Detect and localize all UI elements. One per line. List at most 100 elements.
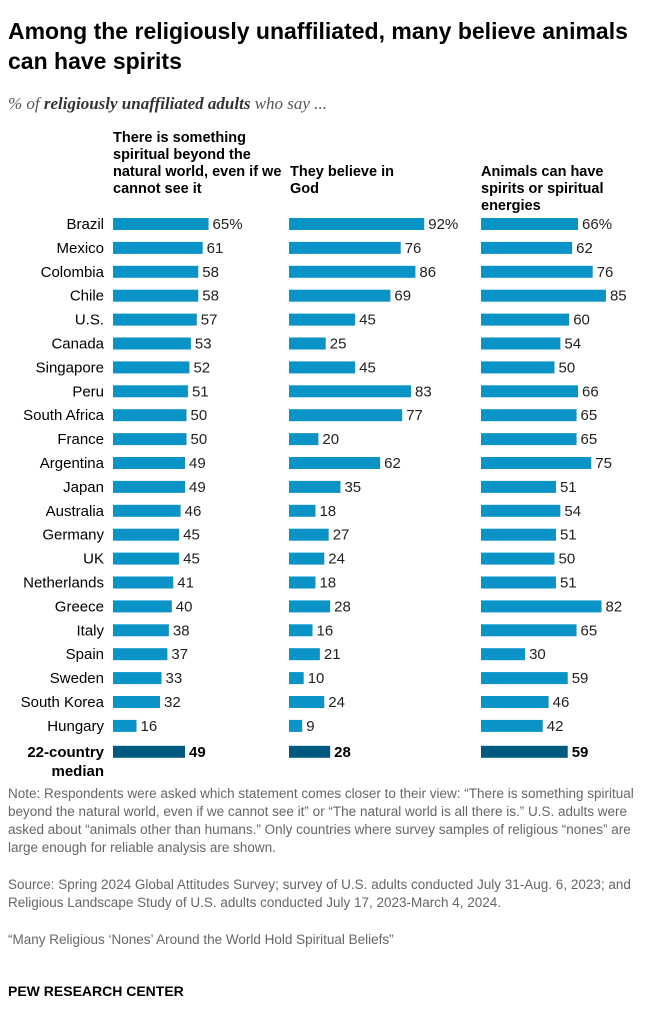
data-label: 92%: [428, 216, 458, 233]
category-label: Netherlands: [23, 575, 104, 592]
category-label: South Africa: [23, 407, 105, 424]
data-label: 54: [564, 336, 581, 353]
bar: [481, 504, 561, 517]
subtitle-pre: % of: [8, 94, 44, 113]
data-label: 66: [582, 383, 599, 400]
bar: [481, 648, 526, 661]
data-label: 21: [324, 646, 341, 663]
data-label: 33: [166, 670, 183, 687]
data-label: 46: [185, 503, 202, 520]
bar: [289, 337, 326, 350]
data-label: 49: [189, 455, 206, 472]
median-bar: [289, 745, 331, 758]
data-label: 28: [334, 598, 351, 615]
bar: [481, 528, 556, 541]
bar: [289, 313, 356, 326]
data-label: 18: [319, 503, 336, 520]
data-label: 57: [201, 312, 218, 329]
data-label: 24: [328, 551, 345, 568]
data-label: 65%: [213, 216, 243, 233]
bar: [289, 385, 412, 398]
data-label: 35: [344, 479, 361, 496]
bar: [289, 552, 325, 565]
bar: [481, 480, 556, 493]
bar: [113, 600, 172, 613]
bar: [289, 576, 316, 589]
median-data-label: 49: [189, 744, 206, 761]
median-data-label: 28: [334, 744, 351, 761]
bar: [481, 361, 555, 374]
bar: [289, 289, 391, 302]
bar: [289, 600, 331, 613]
data-label: 76: [405, 240, 422, 257]
bar: [113, 241, 203, 254]
bar: [289, 719, 303, 732]
subtitle-bold: religiously unaffiliated adults: [43, 94, 251, 113]
bar: [481, 289, 606, 302]
data-label: 51: [560, 575, 577, 592]
data-label: 65: [581, 622, 598, 639]
bar: [113, 528, 180, 541]
bar: [289, 265, 416, 278]
data-label: 41: [177, 575, 194, 592]
bar: [113, 385, 188, 398]
data-label: 65: [581, 431, 598, 448]
bar: [289, 241, 401, 254]
bar: [481, 457, 592, 469]
report-title: “Many Religious ‘Nones’ Around the World…: [8, 932, 394, 947]
bar: [289, 696, 325, 708]
data-label: 82: [606, 598, 623, 615]
data-label: 50: [191, 431, 208, 448]
bar: [289, 480, 341, 493]
data-label: 50: [559, 359, 576, 376]
category-label: South Korea: [21, 694, 105, 711]
data-label: 16: [317, 622, 334, 639]
bar: [481, 313, 570, 326]
category-label: Mexico: [56, 240, 104, 257]
median-bar: [481, 745, 568, 758]
data-label: 62: [576, 240, 593, 257]
bar: [481, 624, 577, 637]
data-label: 24: [328, 694, 345, 711]
data-label: 25: [330, 336, 347, 353]
bar: [289, 624, 313, 637]
bar: [289, 504, 316, 517]
bar: [113, 719, 137, 732]
bar: [481, 696, 549, 708]
data-label: 16: [141, 718, 158, 735]
data-label: 40: [176, 598, 193, 615]
median-label: median: [51, 763, 104, 780]
bar: [113, 552, 180, 565]
data-label: 9: [306, 718, 314, 735]
category-label: Canada: [51, 336, 104, 353]
bar: [481, 241, 573, 254]
column-header-god: They believe in God: [290, 164, 394, 197]
category-label: Brazil: [66, 216, 104, 233]
data-label: 42: [547, 718, 564, 735]
bar: [481, 672, 568, 685]
bar: [481, 409, 577, 422]
bar: [113, 361, 190, 374]
category-label: Italy: [76, 622, 104, 639]
chart-subtitle: % of religiously unaffiliated adults who…: [8, 94, 327, 114]
bar: [289, 409, 403, 422]
data-label: 49: [189, 479, 206, 496]
category-label: Germany: [42, 527, 104, 544]
bar: [113, 648, 168, 661]
category-label: Chile: [70, 288, 104, 305]
category-label: U.S.: [75, 312, 104, 329]
data-label: 46: [553, 694, 570, 711]
category-label: Colombia: [41, 264, 105, 281]
column-header-spiritual: There is something spiritual beyond the …: [113, 130, 282, 197]
bar: [113, 409, 187, 422]
category-label: Hungary: [47, 718, 104, 735]
data-label: 58: [202, 264, 219, 281]
data-label: 27: [333, 527, 350, 544]
bar: [113, 337, 191, 350]
data-label: 45: [359, 312, 376, 329]
bar: [289, 218, 425, 230]
chart-title: Among the religiously unaffiliated, many…: [8, 18, 628, 74]
data-label: 45: [183, 527, 200, 544]
bar: [113, 672, 162, 685]
bar: [113, 218, 209, 230]
